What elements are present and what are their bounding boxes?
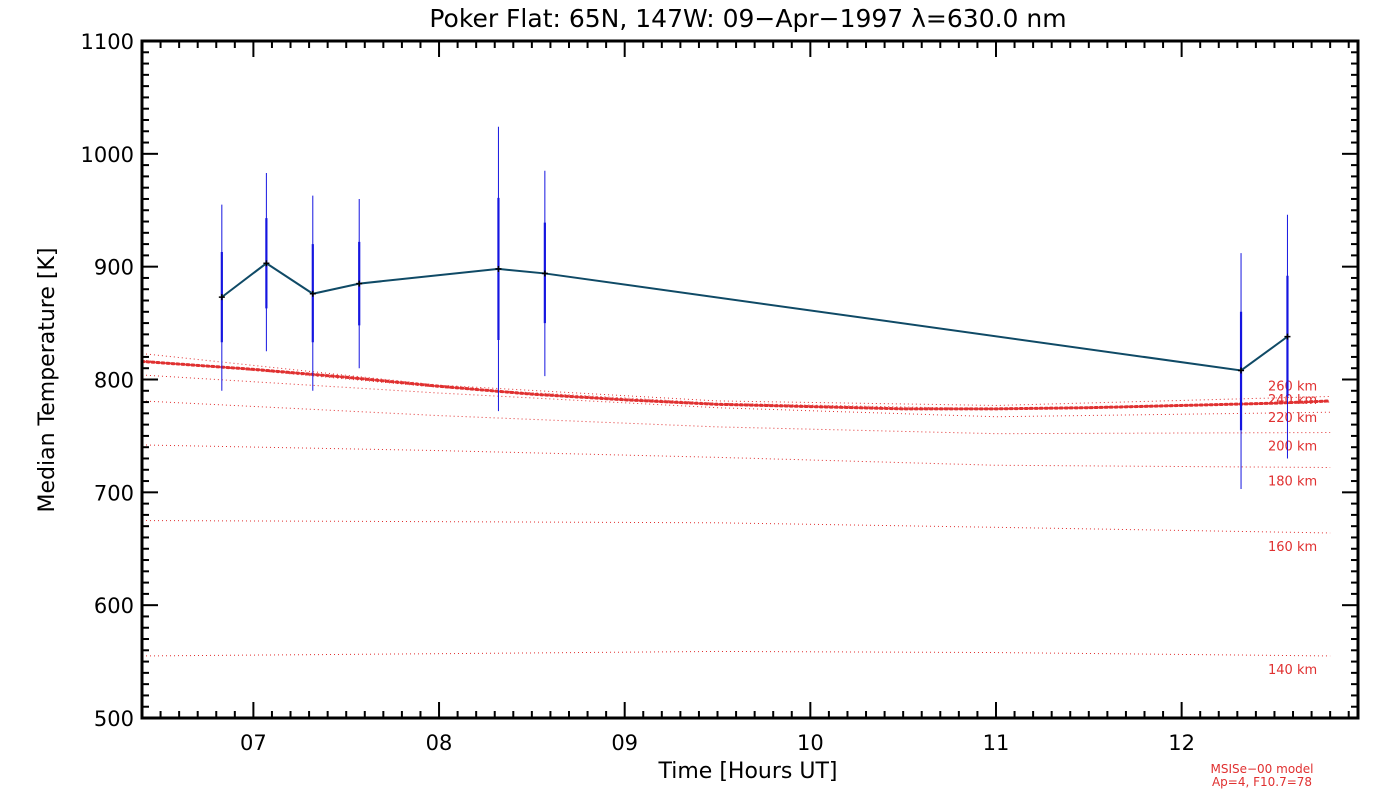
y-tick-label: 900 <box>94 256 134 280</box>
data-point <box>495 265 502 272</box>
model-curve-220km <box>141 374 1331 418</box>
data-point <box>218 294 225 301</box>
model-curve-140km <box>141 650 1331 657</box>
x-axis-label: Time [Hours UT] <box>658 759 838 784</box>
x-tick-label: 08 <box>426 731 453 755</box>
model-curve-160km <box>141 520 1331 534</box>
model-curve-label: 160 km <box>1268 540 1317 555</box>
model-curve-label: 220 km <box>1268 411 1317 426</box>
model-note-line1: MSISe−00 model <box>1210 762 1313 776</box>
data-series-line <box>221 262 1289 372</box>
x-tick-label: 11 <box>983 731 1010 755</box>
model-curve-label: 140 km <box>1268 663 1317 678</box>
model-curve-label: 180 km <box>1268 475 1317 490</box>
plot-frame <box>140 39 1360 720</box>
x-tick-label: 09 <box>611 731 638 755</box>
y-tick-label: 800 <box>94 369 134 393</box>
y-tick-label: 700 <box>94 481 134 505</box>
data-point <box>309 290 316 297</box>
model-curve-label: 260 km <box>1268 379 1317 394</box>
model-curve-200km <box>141 400 1331 435</box>
x-tick-label: 07 <box>240 731 267 755</box>
x-tick-label: 12 <box>1168 731 1195 755</box>
axes: 07 08 09 10 11 12 500 600 700 800 900 1000 1100 <box>81 30 1360 755</box>
data-point <box>263 260 270 267</box>
data-point <box>1284 333 1291 340</box>
x-tick-label: 10 <box>797 731 824 755</box>
y-tick-label: 500 <box>94 707 134 731</box>
y-tick-label: 1000 <box>81 143 134 167</box>
y-tick-label: 600 <box>94 594 134 618</box>
data-series <box>218 126 1291 489</box>
model-curve-180km <box>141 444 1331 469</box>
model-curve-260km <box>141 353 1331 406</box>
chart-title: Poker Flat: 65N, 147W: 09−Apr−1997 λ=630… <box>429 4 1066 33</box>
y-axis-label: Median Temperature [K] <box>35 248 60 513</box>
data-point <box>1238 367 1245 374</box>
y-tick-label: 1100 <box>81 30 134 54</box>
model-curve-label: 200 km <box>1268 440 1317 455</box>
data-point <box>541 270 548 277</box>
model-note-line2: Ap=4, F10.7=78 <box>1212 775 1312 789</box>
data-point <box>356 280 363 287</box>
highlighted-model-curve <box>140 359 1332 411</box>
